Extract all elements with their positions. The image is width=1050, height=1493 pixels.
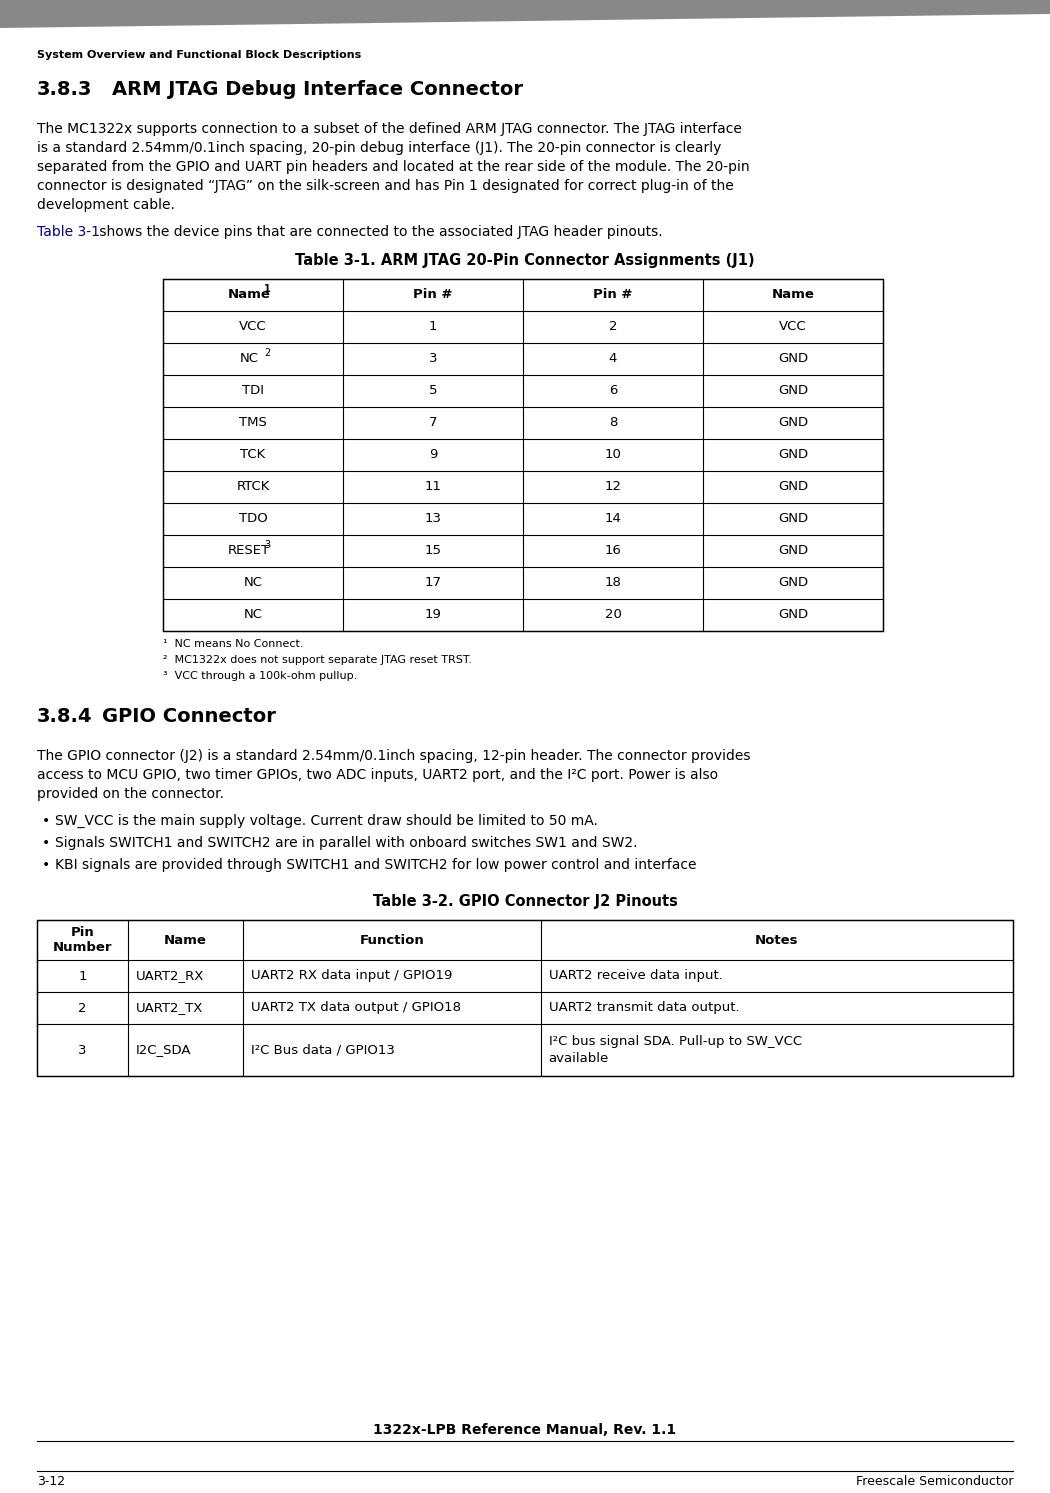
Text: VCC: VCC [779,321,806,333]
Text: Table 3-2. GPIO Connector J2 Pinouts: Table 3-2. GPIO Connector J2 Pinouts [373,894,677,909]
Text: Table 3-1. ARM JTAG 20-Pin Connector Assignments (J1): Table 3-1. ARM JTAG 20-Pin Connector Ass… [295,252,755,269]
Text: connector is designated “JTAG” on the silk-screen and has Pin 1 designated for c: connector is designated “JTAG” on the si… [37,179,734,193]
Text: TDO: TDO [238,512,268,526]
Text: TMS: TMS [239,417,267,430]
Text: ²  MC1322x does not support separate JTAG reset TRST.: ² MC1322x does not support separate JTAG… [163,655,471,664]
Text: 3.8.4: 3.8.4 [37,708,92,726]
Text: access to MCU GPIO, two timer GPIOs, two ADC inputs, UART2 port, and the I²C por: access to MCU GPIO, two timer GPIOs, two… [37,767,718,782]
Text: NC: NC [244,609,262,621]
Text: separated from the GPIO and UART pin headers and located at the rear side of the: separated from the GPIO and UART pin hea… [37,160,750,175]
Text: GND: GND [778,385,808,397]
Text: GND: GND [778,576,808,590]
Text: 2: 2 [78,1002,87,1015]
Text: ARM JTAG Debug Interface Connector: ARM JTAG Debug Interface Connector [112,81,523,99]
Text: I2C_SDA: I2C_SDA [135,1044,191,1057]
Text: KBI signals are provided through SWITCH1 and SWITCH2 for low power control and i: KBI signals are provided through SWITCH1… [55,858,696,872]
Text: 9: 9 [428,448,437,461]
Text: 1322x-LPB Reference Manual, Rev. 1.1: 1322x-LPB Reference Manual, Rev. 1.1 [374,1423,676,1436]
Text: GND: GND [778,417,808,430]
Text: 12: 12 [605,481,622,494]
Text: SW_VCC is the main supply voltage. Current draw should be limited to 50 mA.: SW_VCC is the main supply voltage. Curre… [55,814,597,829]
Text: 3-12: 3-12 [37,1475,65,1489]
Text: 11: 11 [424,481,441,494]
Text: UART2_RX: UART2_RX [135,969,204,982]
Text: 4: 4 [609,352,617,366]
Text: Function: Function [359,933,424,947]
Text: 19: 19 [424,609,441,621]
Text: I²C Bus data / GPIO13: I²C Bus data / GPIO13 [251,1044,395,1057]
Text: •: • [42,858,50,872]
Text: System Overview and Functional Block Descriptions: System Overview and Functional Block Des… [37,49,361,60]
Text: Notes: Notes [755,933,799,947]
Text: 3.8.3: 3.8.3 [37,81,92,99]
Text: 3: 3 [428,352,437,366]
Text: shows the device pins that are connected to the associated JTAG header pinouts.: shows the device pins that are connected… [94,225,663,239]
Text: GND: GND [778,609,808,621]
Text: GND: GND [778,481,808,494]
Text: GND: GND [778,448,808,461]
Bar [163,279,883,632]
Text: NC: NC [239,352,258,366]
Text: UART2 transmit data output.: UART2 transmit data output. [548,1002,739,1015]
Text: The GPIO connector (J2) is a standard 2.54mm/0.1inch spacing, 12-pin header. The: The GPIO connector (J2) is a standard 2.… [37,749,751,763]
Text: 3: 3 [78,1044,87,1057]
Text: 15: 15 [424,545,441,557]
Text: GND: GND [778,352,808,366]
Text: 13: 13 [424,512,441,526]
Text: 8: 8 [609,417,617,430]
Text: ¹  NC means No Connect.: ¹ NC means No Connect. [163,639,303,649]
Text: UART2 TX data output / GPIO18: UART2 TX data output / GPIO18 [251,1002,461,1015]
Text: VCC: VCC [239,321,267,333]
Text: 14: 14 [605,512,622,526]
Text: UART2 RX data input / GPIO19: UART2 RX data input / GPIO19 [251,969,453,982]
Text: NC: NC [244,576,262,590]
Text: Signals SWITCH1 and SWITCH2 are in parallel with onboard switches SW1 and SW2.: Signals SWITCH1 and SWITCH2 are in paral… [55,836,637,850]
Text: •: • [42,814,50,829]
Text: 1: 1 [428,321,437,333]
Text: TDI: TDI [242,385,264,397]
Text: UART2_TX: UART2_TX [135,1002,203,1015]
Text: 6: 6 [609,385,617,397]
Text: •: • [42,836,50,850]
Text: 16: 16 [605,545,622,557]
Text: 20: 20 [605,609,622,621]
Text: 7: 7 [428,417,437,430]
Text: Pin
Number: Pin Number [52,926,112,954]
Text: Pin #: Pin # [414,288,453,302]
Text: Name: Name [228,288,271,302]
Text: TCK: TCK [240,448,266,461]
Text: Name: Name [772,288,815,302]
Text: Name: Name [164,933,207,947]
Text: Table 3-1: Table 3-1 [37,225,100,239]
Text: UART2 receive data input.: UART2 receive data input. [548,969,722,982]
Bar [37,920,1013,1076]
Text: GND: GND [778,545,808,557]
Text: RESET: RESET [228,545,270,557]
Text: Pin #: Pin # [593,288,633,302]
Text: 1: 1 [78,969,87,982]
Text: 2: 2 [609,321,617,333]
Text: RTCK: RTCK [236,481,270,494]
Text: GPIO Connector: GPIO Connector [102,708,276,726]
Text: GND: GND [778,512,808,526]
Text: 1: 1 [264,284,271,294]
Text: 18: 18 [605,576,622,590]
Text: 3: 3 [264,540,270,549]
Text: provided on the connector.: provided on the connector. [37,787,224,802]
Text: 2: 2 [264,348,270,358]
Text: 10: 10 [605,448,622,461]
Text: I²C bus signal SDA. Pull-up to SW_VCC
available: I²C bus signal SDA. Pull-up to SW_VCC av… [548,1036,802,1065]
Text: Freescale Semiconductor: Freescale Semiconductor [856,1475,1013,1489]
Text: 17: 17 [424,576,441,590]
Text: is a standard 2.54mm/0.1inch spacing, 20-pin debug interface (J1). The 20-pin co: is a standard 2.54mm/0.1inch spacing, 20… [37,140,721,155]
Text: ³  VCC through a 100k-ohm pullup.: ³ VCC through a 100k-ohm pullup. [163,670,357,681]
Text: development cable.: development cable. [37,199,175,212]
Polygon shape [0,0,1050,28]
Text: 5: 5 [428,385,437,397]
Text: The MC1322x supports connection to a subset of the defined ARM JTAG connector. T: The MC1322x supports connection to a sub… [37,122,742,136]
